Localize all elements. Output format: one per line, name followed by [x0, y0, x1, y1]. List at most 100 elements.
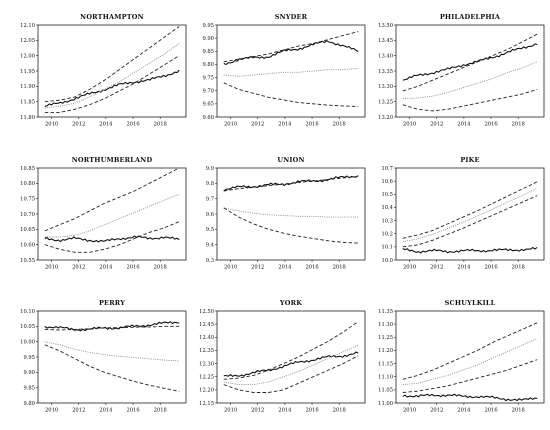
x-tick-label: 2016 [305, 265, 318, 271]
y-tick-label: 9.80 [202, 62, 214, 68]
series-line-solid [402, 43, 538, 81]
panel-northumberland: NORTHUMBERLAND 10.55 10.60 10.65 10.70 10.75 1… [20, 156, 187, 271]
series-line-solid [402, 246, 538, 254]
y-tick-label: 10.0 [381, 258, 393, 264]
x-tick-label: 2018 [333, 265, 346, 271]
series-line-dashed [44, 221, 180, 253]
y-tick-label: 10.70 [20, 212, 35, 218]
panel-title: SNYDER [275, 13, 308, 21]
series-line-dashed [223, 321, 359, 380]
x-tick-label: 2014 [99, 122, 113, 128]
y-tick-label: 11.05 [378, 388, 393, 394]
y-tick-label: 9.80 [23, 401, 35, 407]
x-tick-label: 2010 [224, 122, 237, 128]
y-tick-label: 9.85 [202, 49, 214, 55]
y-tick-label: 9.4 [206, 242, 215, 248]
y-tick-label: 12.40 [199, 335, 214, 341]
series-line-dashed [44, 55, 180, 113]
y-tick-label: 9.5 [206, 227, 214, 233]
y-tick-label: 10.2 [381, 232, 393, 238]
y-tick-label: 12.35 [199, 348, 214, 354]
panel-union: UNION 9.3 9.4 9.5 9.6 9.7 9.8 9.9 2010 2012 2014 20… [206, 156, 366, 271]
panel-perry: PERRY 9.80 9.85 9.90 9.95 10.00 10.05 10.10 2010… [20, 299, 187, 414]
series-line-solid [402, 393, 538, 402]
series-line-dashed [402, 33, 538, 92]
y-tick-label: 9.95 [202, 23, 214, 29]
plot-frame [216, 167, 366, 261]
y-tick-label: 9.9 [206, 166, 214, 172]
x-tick-label: 2016 [126, 265, 139, 271]
y-tick-label: 10.85 [20, 166, 35, 172]
y-tick-label: 10.5 [381, 192, 393, 198]
y-tick-label: 13.25 [378, 99, 393, 105]
x-tick-label: 2018 [154, 265, 167, 271]
panel-snyder: SNYDER 9.60 9.65 9.70 9.75 9.80 9.85 9.90 9.95 20… [202, 13, 366, 128]
x-tick-label: 2010 [403, 122, 416, 128]
series-line-solid [223, 39, 359, 66]
plot-frame [37, 24, 187, 118]
y-tick-label: 10.10 [20, 309, 35, 315]
series-line-solid [44, 321, 180, 332]
x-tick-label: 2012 [430, 265, 443, 271]
plot-frame [395, 24, 545, 118]
x-tick-label: 2018 [333, 408, 346, 414]
series-line-dotted [44, 193, 180, 238]
x-tick-label: 2014 [278, 408, 292, 414]
y-tick-label: 12.25 [199, 375, 214, 381]
x-tick-label: 2012 [430, 122, 443, 128]
plot-frame [37, 167, 187, 261]
panel-title: YORK [279, 299, 302, 307]
series-line-dotted [402, 338, 538, 386]
y-tick-label: 11.20 [378, 348, 393, 354]
x-tick-label: 2012 [251, 265, 264, 271]
x-tick-label: 2016 [484, 408, 497, 414]
y-tick-label: 9.75 [202, 75, 214, 81]
x-tick-label: 2018 [512, 122, 525, 128]
x-tick-label: 2018 [333, 122, 346, 128]
y-tick-label: 10.75 [20, 196, 35, 202]
plot-frame [216, 310, 366, 404]
series-line-dashed [223, 207, 359, 244]
y-tick-label: 11.90 [20, 84, 35, 90]
x-tick-label: 2018 [154, 122, 167, 128]
x-tick-label: 2016 [305, 408, 318, 414]
x-tick-label: 2014 [457, 122, 471, 128]
y-tick-label: 13.45 [378, 38, 393, 44]
series-line-dashed [402, 181, 538, 239]
y-tick-label: 9.6 [206, 212, 214, 218]
y-tick-label: 10.1 [381, 245, 393, 251]
series-line-solid [223, 175, 359, 192]
x-tick-label: 2010 [403, 408, 416, 414]
y-tick-label: 12.05 [20, 38, 35, 44]
y-tick-label: 10.05 [20, 324, 35, 330]
x-tick-label: 2014 [457, 408, 471, 414]
x-tick-label: 2016 [126, 122, 139, 128]
series-line-dashed [223, 355, 359, 393]
x-tick-label: 2014 [99, 408, 113, 414]
y-tick-label: 12.20 [199, 388, 214, 394]
series-line-dotted [223, 207, 359, 218]
y-tick-label: 9.85 [23, 385, 35, 391]
y-tick-label: 11.85 [20, 99, 35, 105]
panel-schuylkill: SCHUYLKILL 11.00 11.05 11.10 11.15 11.20 11.25… [378, 299, 545, 414]
series-line-dashed [402, 88, 538, 112]
x-tick-label: 2012 [251, 122, 264, 128]
series-line-dashed [223, 31, 359, 63]
y-tick-label: 11.15 [378, 361, 393, 367]
series-line-dashed [44, 26, 180, 103]
x-tick-label: 2010 [45, 265, 58, 271]
series-line-dashed [223, 82, 359, 107]
y-tick-label: 9.65 [202, 102, 214, 108]
x-tick-label: 2014 [278, 122, 292, 128]
y-tick-label: 10.00 [20, 339, 35, 345]
y-tick-label: 9.7 [206, 196, 214, 202]
x-tick-label: 2012 [72, 265, 85, 271]
y-tick-label: 11.10 [378, 375, 393, 381]
y-tick-label: 13.20 [378, 115, 393, 121]
x-tick-label: 2016 [305, 122, 318, 128]
x-tick-label: 2012 [430, 408, 443, 414]
panel-york: YORK 12.15 12.20 12.25 12.30 12.35 12.40 12.45 1… [199, 299, 366, 414]
y-tick-label: 13.40 [378, 53, 393, 59]
y-tick-label: 12.45 [199, 322, 214, 328]
x-tick-label: 2018 [512, 265, 525, 271]
